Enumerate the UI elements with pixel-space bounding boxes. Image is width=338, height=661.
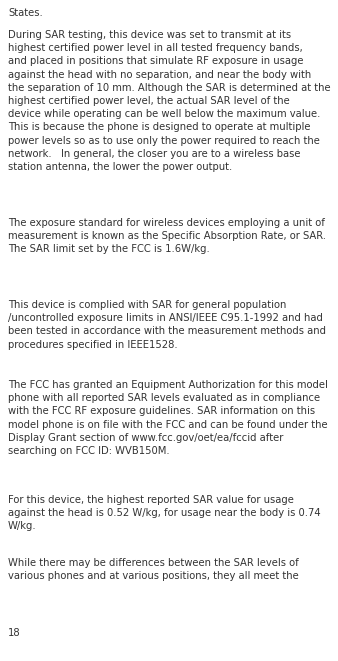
Text: States.: States. — [8, 8, 43, 18]
Text: For this device, the highest reported SAR value for usage
against the head is 0.: For this device, the highest reported SA… — [8, 495, 321, 531]
Text: The exposure standard for wireless devices employing a unit of
measurement is kn: The exposure standard for wireless devic… — [8, 218, 326, 254]
Text: While there may be differences between the SAR levels of
various phones and at v: While there may be differences between t… — [8, 558, 299, 581]
Text: During SAR testing, this device was set to transmit at its
highest certified pow: During SAR testing, this device was set … — [8, 30, 331, 172]
Text: 18: 18 — [8, 628, 21, 638]
Text: This device is complied with SAR for general population
/uncontrolled exposure l: This device is complied with SAR for gen… — [8, 300, 326, 350]
Text: The FCC has granted an Equipment Authorization for this model
phone with all rep: The FCC has granted an Equipment Authori… — [8, 380, 328, 456]
